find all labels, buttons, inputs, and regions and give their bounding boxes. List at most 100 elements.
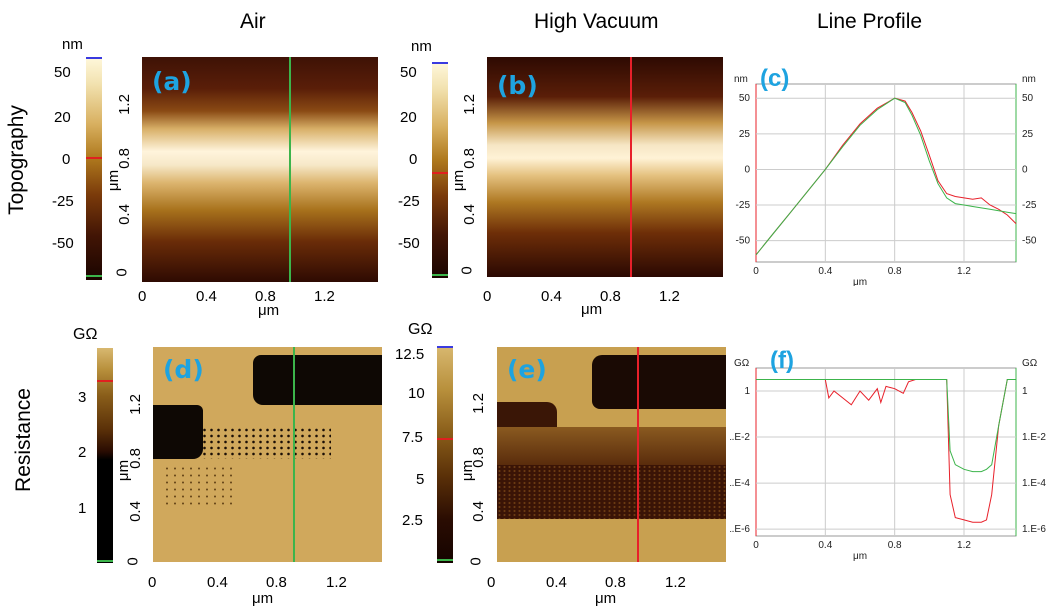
- topography-map-air: (a): [142, 57, 378, 282]
- map-e-ytick: 0.4: [469, 501, 487, 522]
- line-profile-chart-f: 0 0.4 0.8 1.2 μm 1 1 1.E-2 1.E-2 1.E-4 1.E-4 1.E-6 1…: [730, 347, 1046, 562]
- colorbar-a-tick: 50: [54, 64, 71, 81]
- y-tick-label-right: -25: [1022, 200, 1037, 211]
- colorbar-d-tick: 3: [78, 389, 87, 406]
- y-tick-label-right: 50: [1022, 93, 1034, 104]
- y-tick-label-left: 1.E-4: [730, 478, 750, 489]
- map-e-ytick: 1.2: [469, 393, 487, 414]
- map-b-ytick: 0: [458, 266, 476, 275]
- y-axis-unit-right: GΩ: [1022, 358, 1038, 369]
- map-b-ytick: 0.8: [460, 148, 478, 169]
- colorbar-b-tick: -50: [398, 235, 420, 252]
- row-label-resistance: Resistance: [12, 388, 35, 492]
- y-axis-unit-left: nm: [734, 74, 748, 85]
- colorbar-e-tick: 7.5: [402, 429, 423, 446]
- map-e-xunit: μm: [595, 590, 617, 607]
- y-tick-label-right: 25: [1022, 129, 1034, 140]
- row-label-topography: Topography: [5, 105, 28, 215]
- y-tick-label-right: 1.E-2: [1022, 432, 1046, 443]
- colorbar-e-tick: 12.5: [395, 346, 425, 363]
- map-a-xtick: 0.4: [196, 288, 217, 305]
- map-d-ytick: 0.4: [126, 501, 144, 522]
- map-d-ytick: 0: [124, 557, 142, 566]
- map-d-ytick: 1.2: [126, 394, 144, 415]
- profile-line-red: [637, 347, 639, 562]
- colorbar-d-tick: 1: [78, 500, 87, 517]
- map-e-xtick: 0.4: [546, 574, 567, 591]
- x-axis-label: μm: [853, 277, 867, 286]
- line-profile-chart-c: 0 0.4 0.8 1.2 μm 50 50 25 25 0 0 -25 -25 -50 -50 nm nm (c…: [734, 65, 1037, 286]
- colorbar-a-tick: 0: [62, 151, 71, 168]
- colorbar-e-unit: GΩ: [408, 321, 433, 338]
- profile-line-red: [630, 57, 632, 277]
- colorbar-b-tick: 20: [400, 109, 417, 126]
- map-a-xtick: 0.8: [255, 288, 276, 305]
- colorbar-b-tick: -25: [398, 193, 420, 210]
- map-d-xtick: 0.4: [207, 574, 228, 591]
- series-line: [756, 379, 1016, 523]
- map-a-ytick: 0: [113, 268, 131, 277]
- y-tick-label-left: 25: [739, 129, 751, 140]
- y-tick-label-right: -50: [1022, 236, 1037, 247]
- map-e-yunit: μm: [459, 459, 477, 482]
- map-b-xtick: 0.4: [541, 288, 562, 305]
- colorbar-b-unit: nm: [411, 38, 432, 55]
- colorbar-e-tick: 10: [408, 385, 425, 402]
- map-b-xtick: 0.8: [600, 288, 621, 305]
- map-d-xtick: 1.2: [326, 574, 347, 591]
- y-tick-label-left: -50: [736, 236, 751, 247]
- profile-line-green: [293, 347, 295, 562]
- map-e-xtick: 0.8: [605, 574, 626, 591]
- y-tick-label-right: 1.E-6: [1022, 524, 1046, 535]
- y-tick-label-left: 1.E-2: [730, 432, 750, 443]
- panel-label-c: (c): [760, 65, 789, 92]
- map-a-xunit: μm: [258, 302, 280, 319]
- colorbar-b-tick: 0: [409, 151, 418, 168]
- colorbar-a-tick: -50: [52, 235, 74, 252]
- resistance-map-air: (d): [153, 347, 382, 562]
- colorbar-d-unit: GΩ: [73, 326, 98, 343]
- x-tick-label: 0.8: [888, 540, 902, 551]
- column-title-vacuum: High Vacuum: [534, 10, 659, 33]
- y-tick-label-right: 0: [1022, 164, 1028, 175]
- map-a-xtick: 1.2: [314, 288, 335, 305]
- x-axis-label: μm: [853, 551, 867, 562]
- series-line: [756, 379, 1016, 473]
- y-axis-unit-left: GΩ: [734, 358, 750, 369]
- colorbar-e-tick: 5: [416, 471, 425, 488]
- map-a-ytick: 1.2: [115, 94, 133, 115]
- map-b-ytick: 0.4: [460, 204, 478, 225]
- plot-frame: [755, 367, 1017, 537]
- panel-label-a: (a): [152, 67, 192, 96]
- x-tick-label: 0: [753, 266, 759, 277]
- map-b-xtick: 0: [483, 288, 492, 305]
- column-title-profile: Line Profile: [817, 10, 923, 33]
- panel-label-d: (d): [163, 355, 204, 384]
- map-e-xtick: 1.2: [665, 574, 686, 591]
- panel-label-e: (e): [507, 355, 547, 384]
- colorbar-a: [86, 57, 102, 280]
- map-d-xtick: 0: [148, 574, 157, 591]
- column-title-air: Air: [240, 10, 266, 33]
- map-d-xtick: 0.8: [266, 574, 287, 591]
- colorbar-e-tick: 2.5: [402, 512, 423, 529]
- y-tick-label-left: 1.E-6: [730, 524, 750, 535]
- map-d-xunit: μm: [252, 590, 274, 607]
- colorbar-a-tick: -25: [52, 193, 74, 210]
- map-e-ytick: 0: [467, 557, 485, 566]
- colorbar-b-tick: 50: [400, 64, 417, 81]
- y-tick-label-right: 1.E-4: [1022, 478, 1046, 489]
- colorbar-a-tick: 20: [54, 109, 71, 126]
- y-tick-label-left: 1: [744, 386, 750, 397]
- map-d-yunit: μm: [115, 459, 133, 482]
- map-a-ytick: 0.8: [115, 148, 133, 169]
- map-a-yunit: μm: [105, 169, 123, 192]
- map-e-xtick: 0: [487, 574, 496, 591]
- y-tick-label-left: -25: [736, 200, 751, 211]
- map-a-xtick: 0: [138, 288, 147, 305]
- topography-map-vacuum: (b): [487, 57, 723, 277]
- y-tick-label-right: 1: [1022, 386, 1028, 397]
- colorbar-a-unit: nm: [62, 36, 83, 53]
- x-tick-label: 0.8: [888, 266, 902, 277]
- plot-frame: [755, 83, 1017, 263]
